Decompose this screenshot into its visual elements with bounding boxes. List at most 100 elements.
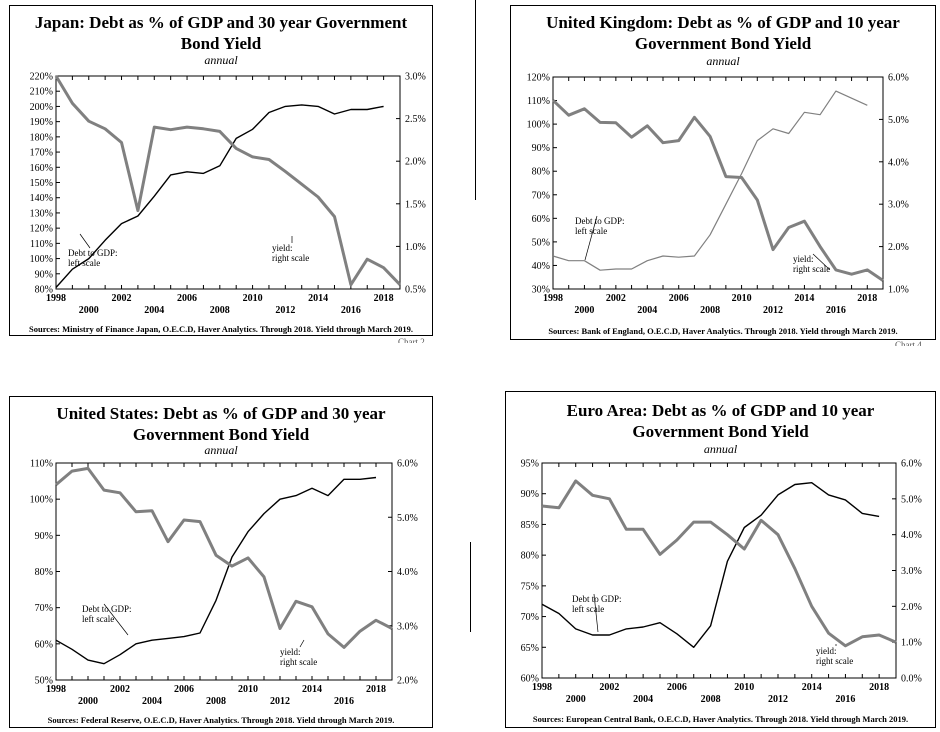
x-tick-label: 2002 [112,293,132,304]
plot-area-frame [552,76,884,290]
x-tick-label: 2006 [669,293,689,304]
x-tick-label: 2018 [869,682,889,693]
y-left-tick-label: 85% [521,520,539,531]
chart-source: Sources: Federal Reserve, O.E.C.D, Haver… [47,715,395,725]
annotation-leader [299,639,305,648]
y-left-tick-label: 110% [30,239,53,250]
y-left-tick-label: 90% [35,531,53,542]
annotation-label: yield: right scale [272,243,309,263]
y-right-tick-label: 4.0% [397,567,418,578]
annotation-leader [103,603,129,636]
y-right-tick-label: 2.0% [888,242,909,253]
x-tick-label: 2014 [802,682,822,693]
x-tick-label: 2016 [826,305,846,316]
y-left-tick-label: 180% [30,132,53,143]
x-tick-label: 2004 [633,694,653,705]
x-tick-label: 2012 [768,694,788,705]
y-left-tick-label: 70% [35,603,53,614]
x-tick-label: 2000 [79,305,99,316]
annotation-label: Debt to GDP: left scale [575,216,625,236]
y-right-tick-label: 5.0% [397,513,418,524]
x-tick-label: 2002 [599,682,619,693]
y-right-tick-label: 0.5% [405,285,426,296]
y-left-tick-label: 80% [532,167,550,178]
x-tick-label: 2012 [270,696,290,707]
y-left-tick-label: 110% [527,96,550,107]
annotation-label: Debt to GDP: left scale [572,594,622,614]
y-left-tick-label: 70% [521,612,539,623]
y-right-tick-label: 1.0% [888,285,909,296]
x-tick-label: 2000 [566,694,586,705]
chart-panel-us: United States: Debt as % of GDP and 30 y… [9,396,433,728]
divider-line [470,542,471,632]
chart-source: Sources: Ministry of Finance Japan, O.E.… [28,324,414,334]
y-left-tick-label: 140% [30,193,53,204]
y-left-tick-label: 70% [532,190,550,201]
y-left-tick-label: 75% [521,581,539,592]
y-left-tick-label: 80% [35,567,53,578]
x-tick-label: 2006 [174,684,194,695]
y-left-tick-label: 120% [30,224,53,235]
x-tick-label: 2004 [144,305,164,316]
chart-plot: 1998 2002 2006 2010 2014 2018 2000 2004 2008 2012… [527,73,909,317]
y-right-tick-label: 5.0% [888,115,909,126]
series-line-debt-to-gdp [55,476,377,665]
x-tick-label: 2014 [794,293,814,304]
y-left-tick-label: 40% [532,261,550,272]
x-tick-label: 2016 [341,305,361,316]
y-right-tick-label: 1.0% [901,638,922,649]
annotation-leader [593,593,599,633]
chart-title: Euro Area: Debt as % of GDP and 10 year … [566,401,875,441]
chart-number-label: Chart 2 [398,337,425,343]
y-left-tick-label: 160% [30,163,53,174]
chart-subtitle: annual [204,53,238,67]
y-left-tick-label: 80% [35,285,53,296]
y-right-tick-label: 6.0% [397,459,418,470]
y-right-tick-label: 4.0% [901,530,922,541]
x-tick-label: 2000 [574,305,594,316]
x-tick-label: 2010 [734,682,754,693]
y-right-tick-label: 6.0% [888,73,909,84]
x-tick-label: 2002 [110,684,130,695]
x-tick-label: 2008 [210,305,230,316]
annotation-label: yield: right scale [280,647,317,667]
x-tick-label: 2008 [701,694,721,705]
x-tick-label: 2004 [637,305,657,316]
y-left-tick-label: 190% [30,117,53,128]
series-line-bond-yield [551,99,884,282]
chart-panel-euro: Euro Area: Debt as % of GDP and 10 year … [505,391,936,728]
y-left-tick-label: 100% [30,495,53,506]
x-tick-label: 2010 [732,293,752,304]
x-tick-label: 2002 [606,293,626,304]
y-right-tick-label: 3.0% [405,72,426,83]
series-line-debt-to-gdp [55,104,384,288]
series-line-bond-yield [541,479,897,648]
series-line-bond-yield [55,466,393,649]
chart-source: Sources: European Central Bank, O.E.C.D,… [532,714,909,724]
y-left-tick-label: 170% [30,148,53,159]
plot-area-frame [55,462,393,681]
chart-plot: 1998 2002 2006 2010 2014 2018 2000 2004 2008 2012… [521,459,922,706]
chart-subtitle: annual [204,443,238,457]
y-left-tick-label: 220% [30,72,53,83]
y-right-tick-label: 5.0% [901,494,922,505]
y-left-tick-label: 90% [35,269,53,280]
x-tick-label: 2004 [142,696,162,707]
x-tick-label: 1998 [46,293,66,304]
chart-plot: 1998 2002 2006 2010 2014 2018 2000 2004 2008 2012… [30,459,418,708]
chart-subtitle: annual [703,442,738,456]
x-tick-label: 1998 [46,684,66,695]
x-tick-label: 2018 [366,684,386,695]
y-left-tick-label: 90% [532,143,550,154]
y-left-tick-label: 100% [30,254,53,265]
x-tick-label: 2016 [835,694,855,705]
y-left-tick-label: 130% [30,208,53,219]
y-left-tick-label: 60% [521,674,539,685]
chart-source: Sources: Bank of England, O.E.C.D, Haver… [548,326,898,336]
annotation-label: yield: right scale [793,254,830,274]
x-tick-label: 2012 [763,305,783,316]
y-left-tick-label: 60% [532,214,550,225]
y-left-tick-label: 65% [521,643,539,654]
y-right-tick-label: 6.0% [901,459,922,470]
y-right-tick-label: 2.0% [397,676,418,687]
